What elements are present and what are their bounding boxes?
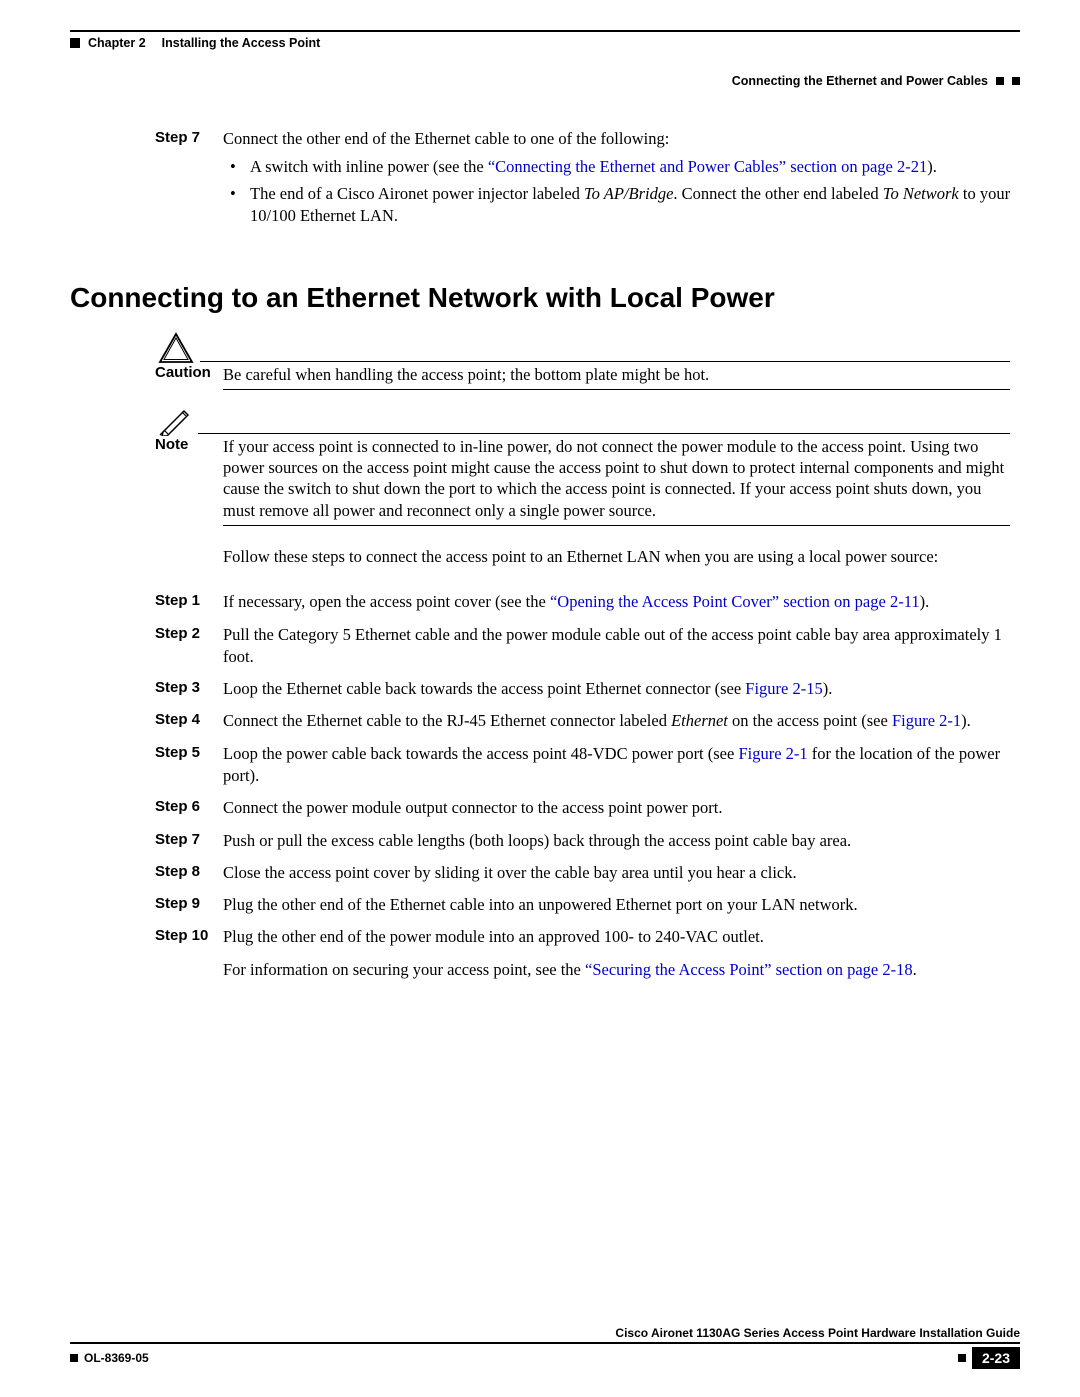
step-label: Step 7	[155, 128, 223, 150]
step-text: on the access point (see	[728, 711, 892, 730]
step-text: Connect the Ethernet cable to the RJ-45 …	[223, 711, 671, 730]
step-label: Step 10	[155, 926, 223, 948]
header-square-icon	[70, 38, 80, 48]
step-label: Step 5	[155, 743, 223, 788]
caution-block: Caution Be careful when handling the acc…	[70, 332, 1020, 390]
step-text: Plug the other end of the Ethernet cable…	[223, 894, 1020, 916]
step-row: Step 10 Plug the other end of the power …	[70, 926, 1020, 948]
step-text: ).	[823, 679, 833, 698]
italic-term: Ethernet	[671, 711, 728, 730]
italic-term: To AP/Bridge	[584, 184, 673, 203]
caution-icon	[158, 332, 194, 364]
cross-ref-link[interactable]: “Opening the Access Point Cover” section…	[550, 592, 920, 611]
step-7-top: Step 7 Connect the other end of the Ethe…	[70, 128, 1020, 150]
header-square-icon	[1012, 77, 1020, 85]
bullet-text: . Connect the other end labeled	[673, 184, 882, 203]
cross-ref-link[interactable]: Figure 2-15	[745, 679, 822, 698]
step-text: Pull the Category 5 Ethernet cable and t…	[223, 624, 1020, 669]
cross-ref-link[interactable]: Figure 2-1	[892, 711, 961, 730]
footer-doc-id: OL-8369-05	[84, 1351, 149, 1365]
step-text: Close the access point cover by sliding …	[223, 862, 1020, 884]
footer-guide-title: Cisco Aironet 1130AG Series Access Point…	[70, 1326, 1020, 1340]
header-square-icon	[996, 77, 1004, 85]
cross-ref-link[interactable]: Figure 2-1	[738, 744, 807, 763]
step-label: Step 4	[155, 710, 223, 732]
step-label: Step 6	[155, 797, 223, 819]
section-heading: Connecting to an Ethernet Network with L…	[70, 282, 1020, 314]
footer-square-icon	[70, 1354, 78, 1362]
note-icon	[158, 406, 192, 436]
step-row: Step 4 Connect the Ethernet cable to the…	[70, 710, 1020, 732]
step-text: Push or pull the excess cable lengths (b…	[223, 830, 1020, 852]
cross-ref-link[interactable]: “Securing the Access Point” section on p…	[585, 960, 913, 979]
step-label: Step 9	[155, 894, 223, 916]
note-text: If your access point is connected to in-…	[223, 436, 1020, 520]
caution-text: Be careful when handling the access poin…	[223, 364, 1020, 385]
bullet-item: • The end of a Cisco Aironet power injec…	[230, 183, 1020, 228]
caution-label: Caution	[155, 364, 223, 385]
step-row: Step 9 Plug the other end of the Etherne…	[70, 894, 1020, 916]
italic-term: To Network	[883, 184, 959, 203]
step-label: Step 3	[155, 678, 223, 700]
step-text: ).	[961, 711, 971, 730]
step-label: Step 8	[155, 862, 223, 884]
step-row: Step 5 Loop the power cable back towards…	[70, 743, 1020, 788]
bullet-item: • A switch with inline power (see the “C…	[230, 156, 1020, 178]
step-text: Plug the other end of the power module i…	[223, 926, 1020, 948]
page-number: 2-23	[972, 1347, 1020, 1369]
secure-text: For information on securing your access …	[223, 960, 585, 979]
page-header: Chapter 2 Installing the Access Point	[70, 36, 1020, 50]
step-row: Step 2 Pull the Category 5 Ethernet cabl…	[70, 624, 1020, 669]
bullet-text: ).	[927, 157, 937, 176]
bullet-text: The end of a Cisco Aironet power injecto…	[250, 184, 584, 203]
step-text: ).	[920, 592, 930, 611]
page-footer: Cisco Aironet 1130AG Series Access Point…	[70, 1326, 1020, 1369]
step-row: Step 6 Connect the power module output c…	[70, 797, 1020, 819]
step-row: Step 3 Loop the Ethernet cable back towa…	[70, 678, 1020, 700]
bullet-text: A switch with inline power (see the	[250, 157, 488, 176]
step-label: Step 1	[155, 591, 223, 613]
step-label: Step 7	[155, 830, 223, 852]
step-row: Step 1 If necessary, open the access poi…	[70, 591, 1020, 613]
section-title: Connecting the Ethernet and Power Cables	[732, 74, 988, 88]
step-label: Step 2	[155, 624, 223, 669]
step-text: Connect the power module output connecto…	[223, 797, 1020, 819]
step-text: Loop the Ethernet cable back towards the…	[223, 679, 745, 698]
chapter-number: Chapter 2	[88, 36, 146, 50]
note-label: Note	[155, 436, 223, 520]
footer-square-icon	[958, 1354, 966, 1362]
chapter-title: Installing the Access Point	[162, 36, 321, 50]
intro-paragraph: Follow these steps to connect the access…	[223, 546, 1010, 568]
step-text: If necessary, open the access point cove…	[223, 592, 550, 611]
secure-text: .	[913, 960, 917, 979]
step-text: Connect the other end of the Ethernet ca…	[223, 128, 1020, 150]
note-block: Note If your access point is connected t…	[70, 406, 1020, 525]
securing-paragraph: For information on securing your access …	[223, 959, 1010, 981]
step-row: Step 7 Push or pull the excess cable len…	[70, 830, 1020, 852]
cross-ref-link[interactable]: “Connecting the Ethernet and Power Cable…	[488, 157, 927, 176]
step-row: Step 8 Close the access point cover by s…	[70, 862, 1020, 884]
step-text: Loop the power cable back towards the ac…	[223, 744, 738, 763]
